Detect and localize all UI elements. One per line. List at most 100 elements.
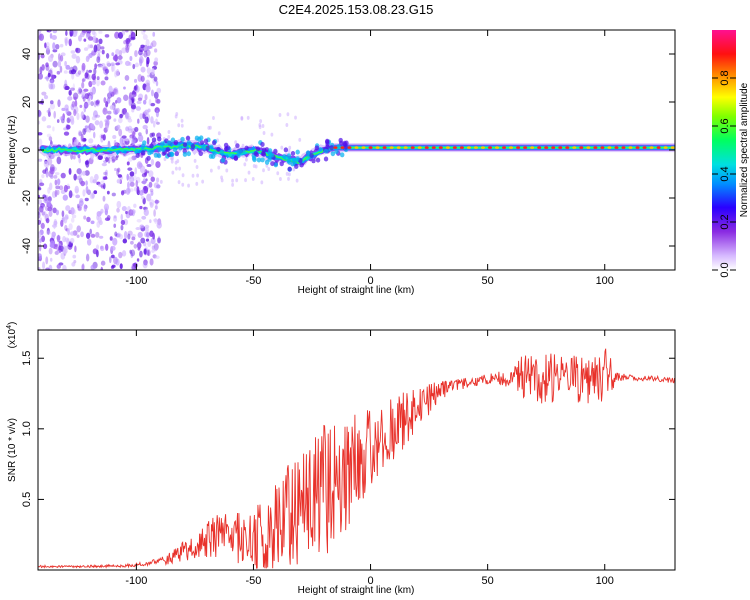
noise-blob	[71, 262, 76, 267]
ridge-blob	[290, 150, 296, 156]
noise-blob	[60, 115, 64, 121]
noise-blob	[78, 87, 82, 92]
ridge-blob	[146, 155, 151, 161]
noise-blob	[38, 185, 41, 189]
noise-blob	[139, 250, 143, 258]
noise-blob	[127, 125, 133, 131]
noise-blob	[134, 167, 138, 175]
noise-blob	[71, 101, 76, 108]
noise-blob	[131, 91, 137, 95]
noise-blob	[42, 194, 47, 198]
noise-blob	[127, 128, 133, 134]
noise-blob	[49, 100, 54, 105]
noise-blob	[180, 118, 184, 123]
noise-blob	[155, 118, 158, 124]
noise-blob	[48, 83, 54, 90]
noise-blob	[154, 199, 160, 204]
noise-blob	[85, 128, 89, 133]
noise-blob	[148, 170, 154, 178]
noise-blob	[104, 76, 109, 81]
noise-blob	[129, 181, 135, 187]
noise-blob	[111, 192, 116, 197]
noise-blob	[38, 219, 42, 225]
noise-blob	[133, 203, 137, 208]
noise-blob	[91, 80, 97, 86]
noise-blob	[104, 120, 110, 129]
noise-blob	[144, 116, 149, 124]
ridge-core	[593, 146, 598, 149]
noise-blob	[123, 86, 126, 90]
noise-blob	[118, 251, 123, 259]
noise-blob	[56, 264, 61, 269]
ridge-blob	[315, 157, 321, 163]
noise-blob	[106, 115, 112, 120]
noise-blob	[141, 215, 147, 220]
noise-blob	[136, 218, 142, 223]
noise-blob	[154, 57, 159, 63]
noise-blob	[155, 161, 161, 168]
noise-blob	[109, 236, 113, 241]
noise-blob	[177, 180, 181, 185]
noise-blob	[78, 88, 83, 94]
ridge-core	[656, 146, 661, 149]
y-tick-label: -40	[21, 238, 33, 254]
ridge-core	[354, 146, 359, 149]
noise-blob	[132, 63, 136, 70]
noise-blob	[122, 238, 128, 244]
noise-blob	[92, 35, 97, 43]
noise-blob	[121, 206, 127, 212]
noise-blob	[139, 58, 143, 67]
ridge-blob	[334, 148, 339, 154]
ridge-blob	[294, 163, 299, 169]
ridge-core	[368, 146, 373, 149]
ridge-blob	[166, 140, 172, 146]
noise-blob	[149, 258, 154, 266]
noise-blob	[75, 47, 81, 54]
noise-blob	[98, 211, 103, 215]
ridge-blob	[325, 139, 330, 145]
spectrogram-y-axis-title: Frequency (Hz)	[7, 116, 18, 185]
ridge-blob	[295, 156, 300, 162]
ridge-blob	[190, 144, 196, 150]
ridge-core	[347, 146, 352, 149]
noise-blob	[95, 37, 99, 44]
noise-blob	[75, 72, 81, 77]
noise-blob	[85, 232, 91, 239]
ridge-blob	[151, 137, 157, 143]
noise-blob	[50, 74, 55, 81]
ridge-blob	[197, 136, 202, 142]
ridge-blob	[309, 152, 314, 158]
noise-blob	[110, 245, 116, 251]
noise-blob	[193, 158, 197, 163]
noise-blob	[130, 209, 137, 214]
ridge-blob	[323, 156, 329, 162]
noise-blob	[270, 132, 274, 137]
noise-blob	[144, 94, 148, 101]
noise-blob	[124, 74, 130, 81]
noise-blob	[258, 123, 262, 128]
ridge-blob	[287, 159, 292, 165]
noise-blob	[66, 238, 70, 245]
noise-blob	[90, 101, 94, 107]
noise-blob	[38, 109, 41, 117]
noise-blob	[295, 178, 299, 183]
noise-blob	[63, 127, 67, 131]
noise-blob	[38, 211, 41, 215]
ridge-core	[473, 146, 478, 149]
noise-blob	[187, 183, 190, 188]
ridge-blob	[134, 149, 139, 155]
noise-blob	[51, 231, 56, 238]
noise-blob	[181, 182, 185, 187]
noise-blob	[115, 69, 120, 77]
ridge-blob	[198, 151, 203, 157]
y-tick-label: 1.5	[21, 351, 33, 366]
noise-blob	[110, 62, 115, 67]
noise-blob	[180, 123, 184, 128]
noise-blob	[240, 116, 244, 121]
noise-blob	[143, 208, 149, 217]
noise-blob	[143, 50, 148, 58]
noise-blob	[77, 130, 82, 137]
colorbar-gradient	[712, 30, 736, 270]
noise-blob	[129, 171, 135, 177]
